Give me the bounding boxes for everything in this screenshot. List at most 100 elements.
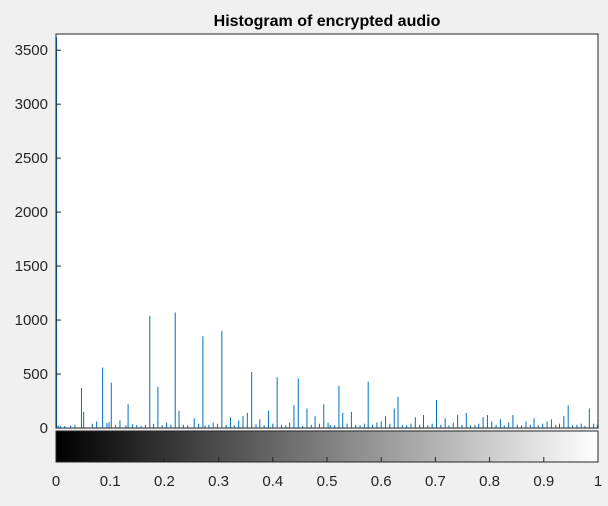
histogram-bar — [559, 423, 561, 428]
histogram-bar — [444, 418, 446, 428]
histogram-bar — [74, 424, 76, 428]
x-tick-label: 0.9 — [533, 473, 554, 490]
histogram-bar — [263, 425, 265, 428]
histogram-bar — [470, 425, 472, 428]
histogram-bar — [306, 408, 308, 428]
histogram-bar — [115, 424, 117, 428]
histogram-bar — [225, 424, 227, 428]
histogram-bar — [323, 404, 325, 428]
x-axis-ticks: 0 0.1 0.2 0.3 0.4 0.5 0.6 0.7 0.8 0.9 1 — [52, 457, 602, 490]
histogram-bar — [414, 417, 416, 428]
histogram-bar — [474, 424, 476, 428]
x-tick-label: 0.7 — [425, 473, 446, 490]
histogram-bar — [503, 425, 505, 428]
y-tick-label: 1000 — [15, 312, 48, 329]
histogram-bar — [465, 412, 467, 428]
histogram-bar — [57, 425, 59, 428]
histogram-bar — [537, 425, 539, 428]
histogram-bar — [380, 421, 382, 428]
histogram-bar — [153, 423, 155, 428]
histogram-bar — [546, 421, 548, 428]
histogram-bar — [363, 423, 365, 428]
histogram-bar — [255, 424, 257, 428]
chart-title: Histogram of encrypted audio — [214, 13, 441, 30]
x-tick-label: 0.5 — [317, 473, 338, 490]
histogram-bar — [170, 424, 172, 428]
plot-area-border — [55, 33, 599, 429]
histogram-bar — [251, 371, 253, 428]
histogram-bar — [310, 424, 312, 428]
histogram-bar — [238, 420, 240, 428]
histogram-bar — [593, 423, 595, 428]
histogram-bar — [161, 425, 163, 428]
histogram-bar — [91, 423, 93, 428]
histogram-bar — [422, 415, 424, 428]
histogram-bar — [157, 386, 159, 428]
x-tick-label: 0.4 — [262, 473, 283, 490]
histogram-bar — [83, 411, 85, 428]
histogram-bar — [96, 421, 98, 428]
histogram-bar — [355, 424, 357, 428]
histogram-bar — [448, 425, 450, 428]
histogram-bar — [580, 423, 582, 428]
histogram-bar — [259, 419, 261, 428]
histogram-bar — [542, 423, 544, 428]
histogram-bar — [166, 422, 168, 428]
histogram-bar — [174, 312, 176, 428]
histogram-bar — [106, 423, 108, 428]
histogram-bar — [491, 421, 493, 428]
histogram-bar — [108, 422, 110, 428]
histogram-bar — [516, 424, 518, 428]
histogram-bar — [127, 404, 129, 428]
bars-group — [56, 37, 598, 429]
histogram-bar — [212, 422, 214, 428]
histogram-bar — [314, 416, 316, 428]
histogram-bar — [359, 425, 361, 428]
histogram-bar — [499, 419, 501, 428]
x-tick-label: 0.8 — [479, 473, 500, 490]
histogram-bar — [393, 408, 395, 428]
histogram-bar — [110, 382, 112, 428]
histogram-bar — [293, 405, 295, 428]
histogram-bar — [149, 315, 151, 428]
histogram-bar — [452, 422, 454, 428]
histogram-bar — [70, 425, 72, 428]
histogram-bar — [555, 424, 557, 428]
histogram-bar — [276, 377, 278, 428]
histogram-bar — [221, 330, 223, 428]
histogram-bar — [119, 420, 121, 428]
histogram-bar — [427, 425, 429, 428]
histogram-bar — [198, 423, 200, 428]
histogram-bar — [144, 424, 146, 428]
histogram-bar — [334, 425, 336, 428]
histogram-bar — [233, 425, 235, 428]
histogram-bar — [461, 424, 463, 428]
plot-area — [56, 34, 598, 428]
y-tick-label: 1500 — [15, 258, 48, 275]
histogram-bar — [136, 424, 138, 428]
y-axis-ticks: 0 500 1000 1500 2000 2500 3000 3500 — [15, 42, 61, 437]
histogram-bar — [572, 425, 574, 428]
histogram-bar — [318, 423, 320, 428]
histogram-bar — [204, 425, 206, 428]
histogram-bar — [56, 37, 58, 429]
y-tick-label: 2000 — [15, 204, 48, 221]
histogram-bar — [242, 416, 244, 428]
histogram-bar — [576, 424, 578, 428]
histogram-bar — [512, 415, 514, 428]
x-tick-label: 0.2 — [154, 473, 175, 490]
histogram-bar — [193, 418, 195, 428]
histogram-bar — [140, 425, 142, 428]
histogram-bar — [567, 405, 569, 428]
histogram-bar — [217, 423, 219, 428]
histogram-bar — [486, 415, 488, 428]
histogram-bar — [389, 423, 391, 428]
histogram-bar — [80, 388, 82, 428]
histogram-bar — [372, 424, 374, 428]
histogram-bar — [230, 417, 232, 428]
histogram-bar — [457, 415, 459, 428]
y-tick-label: 3000 — [15, 96, 48, 113]
histogram-bar — [550, 419, 552, 428]
histogram-bar — [385, 416, 387, 428]
